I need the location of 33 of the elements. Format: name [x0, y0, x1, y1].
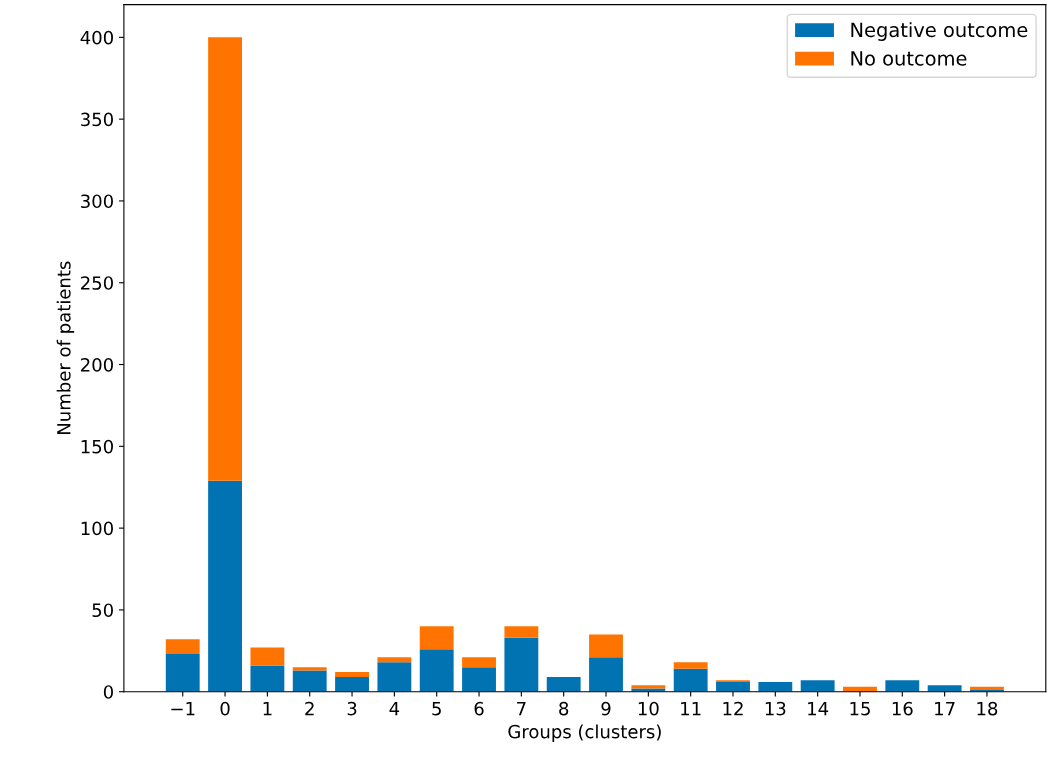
y-tick-label: 400 [80, 30, 113, 45]
y-tick-label: 350 [81, 112, 113, 127]
y-tick-label: 200 [81, 357, 113, 372]
x-tick-label: 2 [305, 701, 314, 716]
x-tick-label: 5 [432, 701, 441, 716]
y-tick-label: 250 [81, 276, 113, 290]
x-tick-label: 10 [638, 701, 659, 716]
legend-label: Negative outcome [851, 22, 1028, 41]
y-tick-label: 300 [81, 194, 113, 209]
y-tick-label: 100 [81, 521, 113, 536]
x-tick-label: 1 [263, 701, 272, 716]
x-tick-label: 6 [474, 701, 484, 716]
x-tick-label: 11 [681, 701, 701, 716]
x-tick-label: 12 [723, 701, 743, 716]
x-tick-label: 15 [850, 701, 870, 716]
x-tick-label: 7 [517, 701, 526, 716]
legend-label: No outcome [851, 51, 967, 66]
x-tick-label: 17 [935, 701, 955, 716]
x-tick-label: 8 [559, 701, 569, 716]
y-tick-label: 0 [103, 685, 113, 699]
y-tick-label: 50 [92, 603, 113, 618]
x-tick-label: 13 [765, 701, 786, 716]
x-tick-label: −1 [171, 701, 195, 716]
x-tick-label: 16 [892, 701, 913, 716]
x-tick-label: 0 [220, 701, 230, 716]
y-tick-label: 150 [81, 439, 113, 454]
x-tick-label: 9 [601, 701, 611, 716]
x-tick-label: 14 [808, 701, 829, 716]
x-tick-label: 18 [977, 701, 998, 716]
x-tick-label: 4 [389, 701, 400, 716]
y-axis-title: Number of patients [56, 261, 75, 434]
x-axis-title: Groups (clusters) [508, 724, 661, 742]
x-tick-label: 3 [347, 701, 357, 716]
